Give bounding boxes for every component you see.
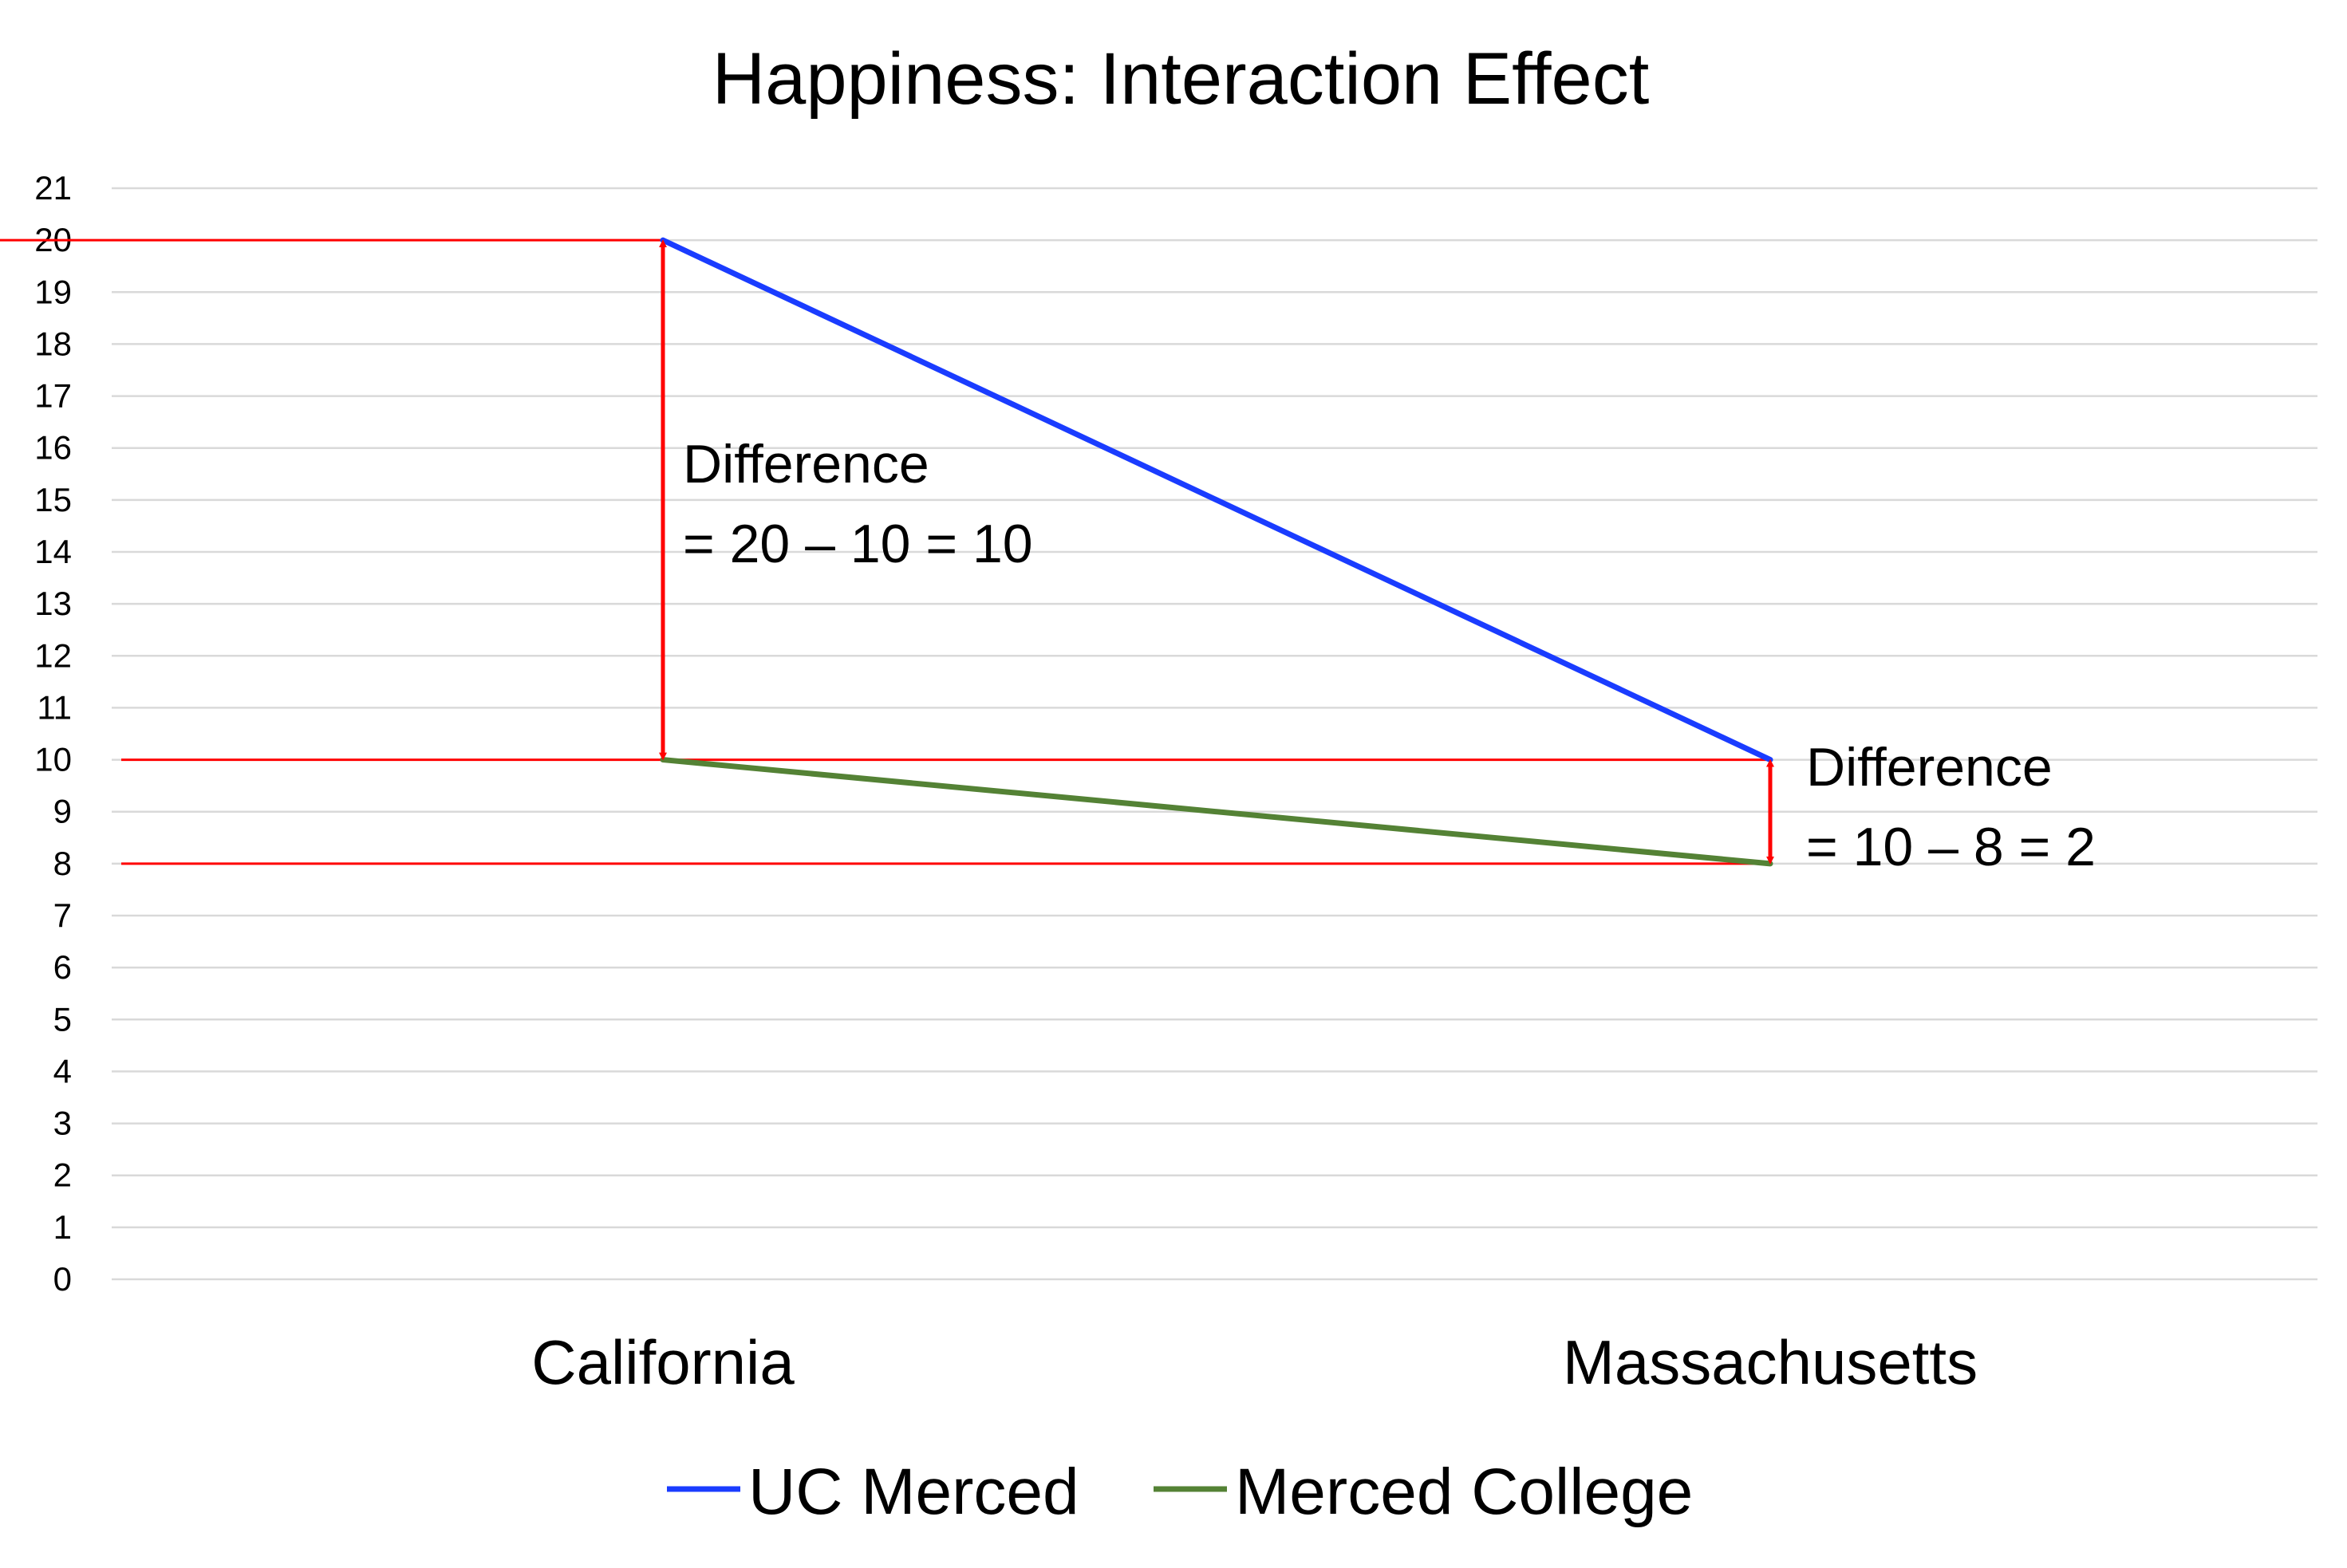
difference-annotation-text: = 10 – 8 = 2 xyxy=(1806,817,2096,877)
legend: UC Merced Merced College xyxy=(667,1456,1693,1528)
y-tick-label: 2 xyxy=(53,1156,72,1194)
data-series xyxy=(660,237,1773,867)
y-tick-label: 15 xyxy=(34,481,72,518)
y-tick-label: 21 xyxy=(34,169,72,207)
difference-annotation-text: = 20 – 10 = 10 xyxy=(683,514,1033,574)
y-tick-label: 0 xyxy=(53,1260,72,1298)
difference-annotations: Difference = 20 – 10 = 10 Difference = 10 –… xyxy=(659,239,2096,877)
chart-title: Happiness: Interaction Effect xyxy=(712,38,1650,120)
y-tick-label: 12 xyxy=(34,636,72,674)
difference-annotation-text: Difference xyxy=(683,434,929,494)
y-tick-label: 5 xyxy=(53,1000,72,1038)
x-category-label: Massachusetts xyxy=(1563,1327,1978,1397)
y-tick-label: 9 xyxy=(53,793,72,830)
y-tick-label: 19 xyxy=(34,273,72,310)
y-tick-label: 16 xyxy=(34,429,72,467)
y-tick-label: 4 xyxy=(53,1052,72,1089)
y-tick-label: 6 xyxy=(53,948,72,986)
y-tick-label: 14 xyxy=(34,533,72,570)
y-tick-label: 3 xyxy=(53,1105,72,1142)
gridlines xyxy=(112,187,2317,1281)
y-tick-label: 1 xyxy=(53,1208,72,1246)
y-tick-label: 11 xyxy=(37,688,72,726)
x-category-label: California xyxy=(531,1327,795,1397)
x-axis-category-labels: California Massachusetts xyxy=(531,1327,1978,1397)
legend-label: Merced College xyxy=(1235,1456,1693,1528)
series-line xyxy=(660,757,1773,867)
y-tick-label: 8 xyxy=(53,845,72,882)
difference-annotation-text: Difference xyxy=(1806,737,2053,798)
y-tick-label: 13 xyxy=(34,585,72,622)
legend-label: UC Merced xyxy=(748,1456,1079,1528)
y-tick-label: 7 xyxy=(53,896,72,934)
series-line xyxy=(660,237,1773,763)
y-tick-label: 18 xyxy=(34,325,72,362)
y-tick-label: 17 xyxy=(34,377,72,415)
y-tick-label: 10 xyxy=(34,741,72,778)
reference-lines xyxy=(0,238,1770,865)
